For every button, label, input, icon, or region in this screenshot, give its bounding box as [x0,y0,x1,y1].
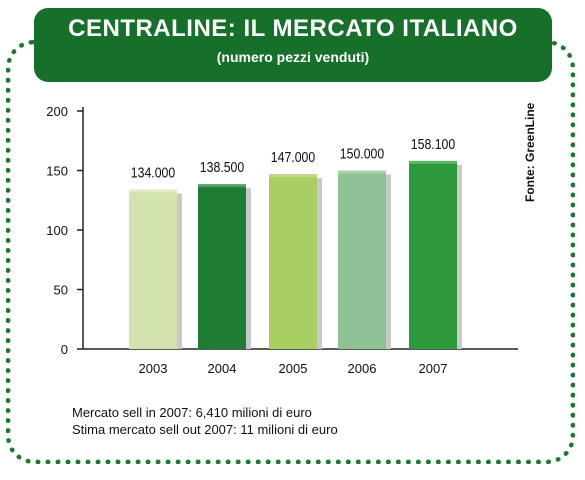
data-label: 134.000 [131,164,176,180]
bar [269,174,317,349]
y-tick-label: 0 [61,342,68,357]
data-label: 158.100 [411,136,456,152]
bar-top-highlight [129,189,177,193]
footnote-sell-in: Mercato sell in 2007: 6,410 milioni di e… [72,405,312,420]
x-tick-label: 2007 [419,361,448,376]
chart-title: CENTRALINE: IL MERCATO ITALIANO [68,15,518,42]
x-tick-label: 2005 [279,361,308,376]
data-label: 150.000 [340,145,385,161]
bar [338,170,386,349]
x-tick-label: 2004 [208,361,237,376]
bar [198,184,246,349]
data-label: 147.000 [271,149,316,165]
y-tick-label: 200 [46,104,68,119]
y-tick-label: 50 [54,283,68,298]
bar [129,189,177,349]
bar-top-highlight [269,174,317,178]
bar-top-highlight [198,184,246,188]
x-tick-label: 2003 [139,361,168,376]
bar-top-highlight [338,170,386,174]
data-label: 138.500 [200,159,245,175]
bar [409,160,457,349]
y-tick-label: 100 [46,223,68,238]
x-tick-label: 2006 [348,361,377,376]
footnote-sell-out: Stima mercato sell out 2007: 11 milioni … [72,422,338,437]
footnotes: Mercato sell in 2007: 6,410 milioni di e… [72,404,338,438]
bar-top-highlight [409,160,457,164]
chart-subtitle: (numero pezzi venduti) [216,49,370,65]
chart-header: CENTRALINE: IL MERCATO ITALIANO (numero … [34,8,552,82]
y-tick-label: 150 [46,164,68,179]
